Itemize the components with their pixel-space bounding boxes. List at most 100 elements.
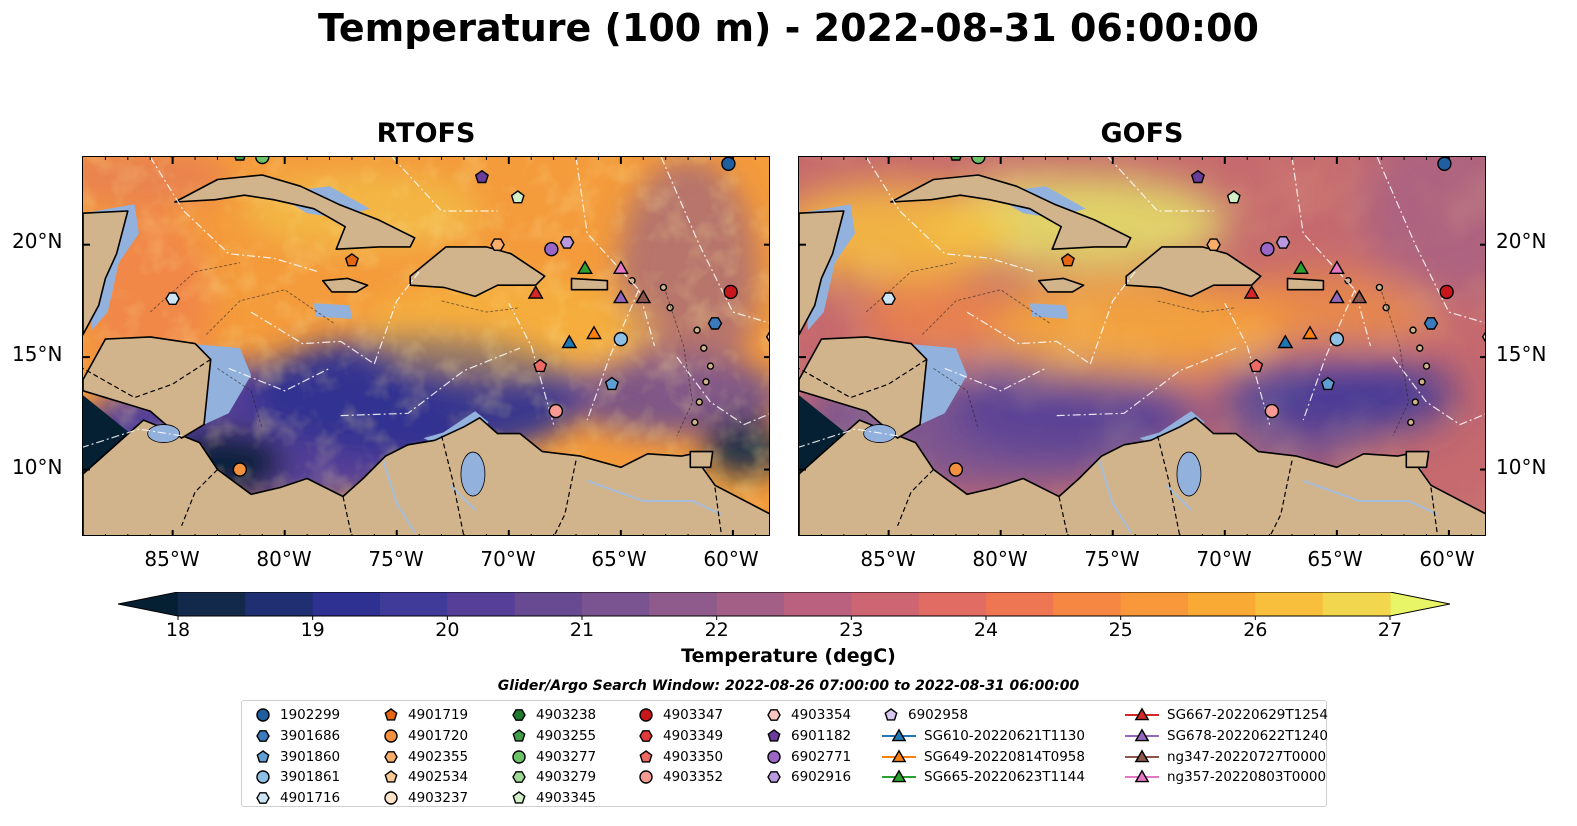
temperature-colorbar (118, 592, 1450, 620)
platform-marker (1320, 376, 1335, 391)
shelf-water (188, 343, 252, 425)
platform-marker (950, 157, 962, 161)
legend-label: 4903255 (536, 728, 597, 745)
platform-marker (533, 358, 548, 373)
legend-symbol-icon (1125, 728, 1159, 742)
legend-label: 4903352 (663, 769, 724, 786)
colorbar-segment (447, 592, 516, 616)
platform-marker (232, 462, 248, 477)
lon-tick-60w-right: 60°W (1419, 547, 1475, 571)
legend-triangle-marker (891, 728, 907, 742)
legend-label: SG649-20220814T0958 (924, 748, 1085, 765)
platform-marker (1328, 289, 1345, 304)
legend-symbol-icon (639, 708, 653, 723)
legend-item: 4903277 (510, 746, 596, 767)
lon-tick-70w-right: 70°W (1196, 547, 1252, 571)
legend-column: 4903238 4903255 4903277 4903279 4903345 (510, 705, 596, 808)
legend-label: SG667-20220629T1254 (1167, 707, 1328, 724)
legend-item: 1902299 (254, 705, 340, 726)
legend-label: ng357-20220803T0000 (1167, 769, 1327, 786)
eez-boundary (1056, 347, 1237, 417)
land-mass (799, 416, 1485, 535)
land-mass (570, 277, 609, 291)
platform-marker (548, 403, 564, 419)
colorbar-segment (851, 592, 920, 616)
legend-triangle-marker (891, 749, 907, 763)
platform-marker (561, 334, 578, 349)
eez-boundary (1392, 356, 1485, 426)
eez-boundary (340, 347, 521, 417)
legend-title: Glider/Argo Search Window: 2022-08-26 07… (497, 678, 1080, 694)
legend-item: ng357-20220803T0000 (1125, 767, 1328, 788)
colorbar-tick-label: 24 (973, 619, 999, 641)
platform-marker (1439, 284, 1454, 300)
legend-item: 4903354 (765, 705, 851, 726)
colorbar-tick-label: 19 (300, 619, 325, 641)
platform-marker (1277, 334, 1294, 349)
legend-label: 1902299 (280, 707, 341, 724)
figure-title: Temperature (100 m) - 2022-08-31 06:00:0… (317, 6, 1259, 50)
legend-marker (256, 792, 270, 804)
colorbar-segment (178, 592, 246, 616)
legend-item: 4903350 (637, 746, 723, 767)
legend-item: 4903238 (510, 705, 596, 726)
eez-boundary (676, 356, 769, 426)
legend-symbol-icon (512, 791, 526, 804)
platform-marker (559, 236, 575, 249)
legend-item: SG667-20220629T1254 (1125, 705, 1328, 726)
land-mass (174, 174, 416, 250)
legend-label: 4901720 (408, 728, 469, 745)
legend-marker (256, 749, 270, 763)
legend-symbol-icon (512, 750, 526, 764)
platform-marker (510, 190, 525, 204)
colorbar-segment (1188, 592, 1256, 616)
legend-label: 3901686 (280, 728, 341, 745)
land-mass (689, 450, 714, 469)
colorbar-segment (1255, 592, 1324, 616)
platform-marker (1060, 253, 1075, 267)
colorbar-segment (918, 592, 987, 616)
platform-marker (612, 289, 629, 304)
colorbar-segment (582, 592, 650, 616)
legend-symbol-icon (256, 708, 270, 723)
legend-triangle-marker (891, 769, 907, 783)
legend-symbol-icon (512, 771, 526, 784)
eez-boundary (508, 302, 555, 425)
land-mass (799, 210, 845, 336)
rtofs-temperature-map (82, 156, 770, 536)
legend-marker (767, 771, 781, 784)
gofs-temperature-map (798, 156, 1486, 536)
platform-marker (1423, 317, 1439, 330)
legend-item: 6902916 (765, 767, 851, 788)
platform-marker (344, 253, 359, 267)
legend-column: SG667-20220629T1254 SG678-20220622T1240 ng… (1125, 705, 1328, 788)
legend-symbol-icon (384, 791, 398, 805)
platform-marker (544, 241, 559, 257)
platform-marker (1243, 284, 1260, 299)
platform-marker (1264, 403, 1280, 419)
legend-symbol-icon (639, 770, 653, 785)
legend-label: 4901719 (408, 707, 469, 724)
legend-marker (639, 770, 653, 785)
legend-item: 3901860 (254, 746, 340, 767)
legend-label: 4903349 (663, 728, 724, 745)
legend-column: 4903354 6901182 6902771 6902916 (765, 705, 851, 788)
legend-marker (639, 730, 653, 742)
lon-tick-85w-right: 85°W (860, 547, 916, 571)
legend-symbol-icon (512, 709, 526, 722)
eez-boundary (1291, 157, 1372, 347)
colorbar-tick-label: 21 (569, 619, 595, 641)
legend-symbol-icon (1125, 707, 1159, 721)
colorbar-segment (649, 592, 718, 616)
eez-boundary (83, 428, 182, 448)
eez-boundary (373, 271, 420, 365)
gofs-map-canvas (799, 157, 1485, 535)
lon-tick-65w-left: 65°W (591, 547, 647, 571)
legend-label: 4903238 (536, 707, 597, 724)
legend-symbol-icon (256, 770, 270, 785)
rtofs-map-canvas (83, 157, 769, 535)
legend-item: 4902534 (382, 767, 468, 788)
colorbar-tick-label: 26 (1243, 619, 1268, 641)
legend-label: ng347-20220727T0000 (1167, 748, 1327, 765)
legend-marker (767, 729, 781, 742)
